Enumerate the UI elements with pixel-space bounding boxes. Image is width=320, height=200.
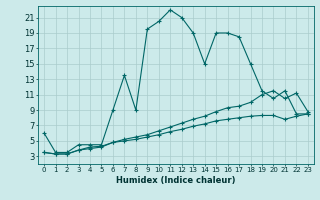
X-axis label: Humidex (Indice chaleur): Humidex (Indice chaleur): [116, 176, 236, 185]
